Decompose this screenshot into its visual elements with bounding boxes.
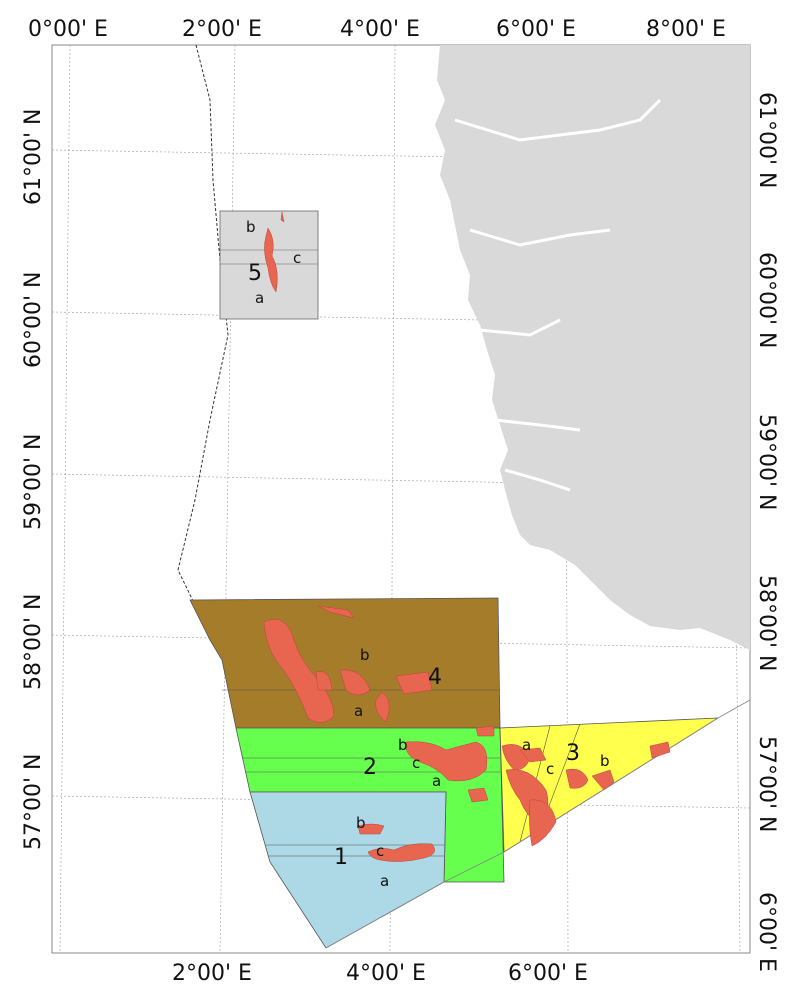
lat-label-right: 6°00' E [754, 892, 779, 972]
zone-2-sub-a: a [432, 772, 441, 790]
zone-2-sub-c: c [412, 754, 420, 772]
land-norway [435, 45, 750, 650]
lat-label-left: 60°00' N [21, 272, 46, 369]
zone-5-sub-b: b [246, 218, 256, 236]
zone-5-label: 5 [248, 261, 262, 286]
zone-3-label: 3 [566, 741, 580, 766]
zone-4-sub-a: a [354, 702, 363, 720]
zone-1-sub-a: a [380, 872, 389, 890]
lat-label-right: 59°00' N [754, 414, 779, 511]
deposits [263, 211, 671, 862]
lon-label-top: 8°00' E [646, 17, 726, 42]
lat-label-left: 59°00' N [21, 434, 46, 531]
lat-label-right: 58°00' N [754, 575, 779, 672]
fjords [454, 98, 662, 492]
zone-2-label: 2 [363, 755, 377, 780]
lon-label-bottom: 4°00' E [346, 961, 426, 986]
zone-4 [189, 597, 501, 729]
lat-label-left: 58°00' N [21, 594, 46, 691]
zone-5-sub-c: c [293, 249, 301, 267]
zone-1-sub-c: c [376, 842, 384, 860]
zone-3-sub-b: b [600, 752, 610, 770]
zone-1-sub-b: b [356, 814, 366, 832]
lon-label-top: 6°00' E [496, 17, 576, 42]
lon-label-top: 2°00' E [182, 17, 262, 42]
zone-4-label: 4 [428, 665, 442, 690]
zone-2-sub-b: b [398, 736, 408, 754]
coast-tail [325, 699, 751, 949]
lon-label-bottom: 6°00' E [508, 961, 588, 986]
lon-label-bottom: 2°00' E [172, 961, 252, 986]
zone-4-sub-b: b [360, 646, 370, 664]
lat-label-right: 60°00' N [754, 252, 779, 349]
zone-1-label: 1 [334, 845, 348, 870]
lon-label-top: 4°00' E [340, 17, 420, 42]
lat-label-left: 57°00' N [21, 754, 46, 851]
zone-3-sub-a: a [522, 736, 531, 754]
zone-3-sub-c: c [546, 760, 554, 778]
zone-5-sub-a: a [255, 289, 264, 307]
lon-label-top: 0°00' E [28, 17, 108, 42]
lat-label-right: 61°00' N [754, 92, 779, 189]
lat-label-left: 61°00' N [21, 109, 46, 206]
lat-label-right: 57°00' N [754, 736, 779, 833]
